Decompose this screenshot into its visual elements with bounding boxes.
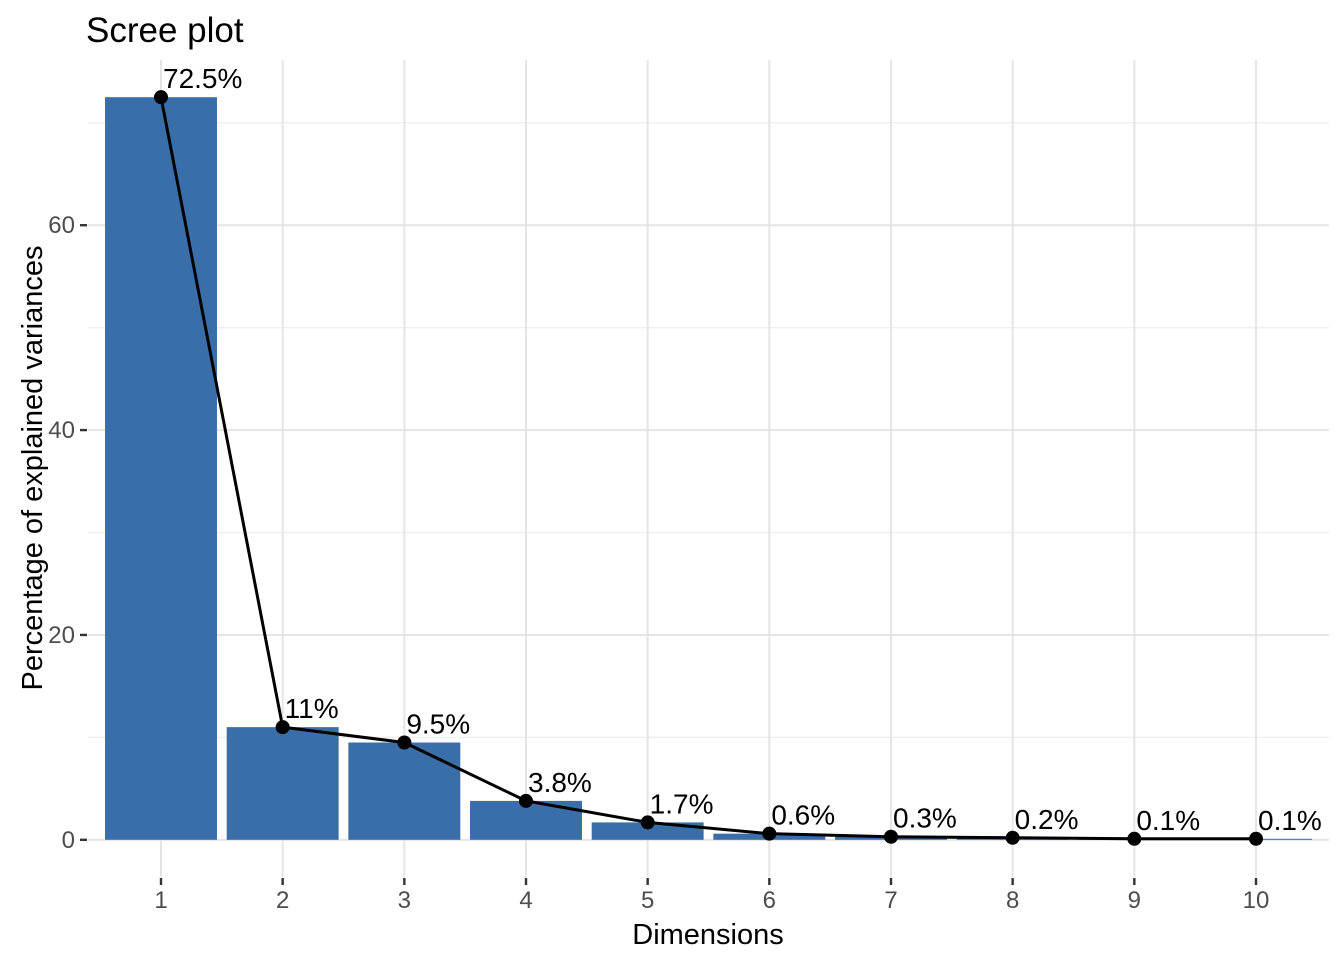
- x-tick-label-3: 3: [398, 887, 411, 914]
- data-label-dim-9: 0.1%: [1136, 805, 1200, 836]
- x-tick-label-6: 6: [763, 887, 776, 914]
- y-tick-label-0: 0: [62, 827, 75, 854]
- y-tick-label-20: 20: [48, 622, 75, 649]
- bar-dim-2: [226, 727, 339, 840]
- x-tick-label-1: 1: [154, 887, 167, 914]
- y-tick-label-40: 40: [48, 417, 75, 444]
- data-point-dim-4: [519, 793, 533, 808]
- x-axis-title: Dimensions: [632, 919, 784, 951]
- data-point-dim-1: [154, 90, 168, 105]
- scree-line: [159, 96, 1256, 841]
- y-tick-label-60: 60: [48, 212, 75, 239]
- line-overlay-layer: [154, 90, 1263, 846]
- data-point-dim-2: [275, 720, 290, 735]
- data-labels-layer: 72.5% 11% 9.5% 3.8% 1.7% 0.6% 0.3% 0.2% 0.1% 0.1%: [163, 63, 1322, 836]
- chart-title: Scree plot: [86, 11, 244, 50]
- data-label-dim-1: 72.5%: [163, 63, 242, 94]
- x-tick-label-4: 4: [519, 887, 532, 914]
- data-label-dim-8: 0.2%: [1015, 804, 1079, 835]
- data-label-dim-7: 0.3%: [893, 803, 957, 834]
- x-tick-label-10: 10: [1243, 887, 1270, 914]
- x-tick-label-8: 8: [1006, 887, 1019, 914]
- data-point-dim-10: [1249, 831, 1263, 846]
- axis-ticks-layer: [80, 224, 1258, 885]
- data-point-dim-8: [1005, 830, 1020, 845]
- data-label-dim-4: 3.8%: [528, 767, 592, 798]
- grid-layer: [88, 60, 1329, 877]
- x-tick-label-2: 2: [276, 887, 289, 914]
- data-label-dim-10: 0.1%: [1258, 805, 1322, 836]
- bar-dim-3: [348, 742, 461, 840]
- x-tick-label-9: 9: [1128, 887, 1141, 914]
- data-label-dim-5: 1.7%: [650, 788, 714, 819]
- data-point-dim-9: [1127, 831, 1142, 846]
- data-label-dim-3: 9.5%: [406, 709, 470, 740]
- data-label-dim-2: 11%: [285, 693, 339, 724]
- data-point-dim-5: [640, 815, 655, 830]
- y-axis-title: Percentage of explained variances: [17, 246, 49, 691]
- axis-tick-labels-layer: 1 2 3 4 5 6 7 8 9 10 0 20 40 60: [48, 212, 1269, 914]
- data-point-dim-3: [397, 735, 412, 750]
- data-point-dim-6: [762, 826, 777, 841]
- x-tick-label-7: 7: [884, 887, 897, 914]
- data-label-dim-6: 0.6%: [771, 800, 835, 831]
- bars-layer: [105, 97, 1312, 840]
- bar-dim-5: [591, 822, 704, 840]
- bar-dim-1: [105, 97, 217, 840]
- data-point-dim-7: [884, 829, 898, 844]
- x-tick-label-5: 5: [641, 887, 654, 914]
